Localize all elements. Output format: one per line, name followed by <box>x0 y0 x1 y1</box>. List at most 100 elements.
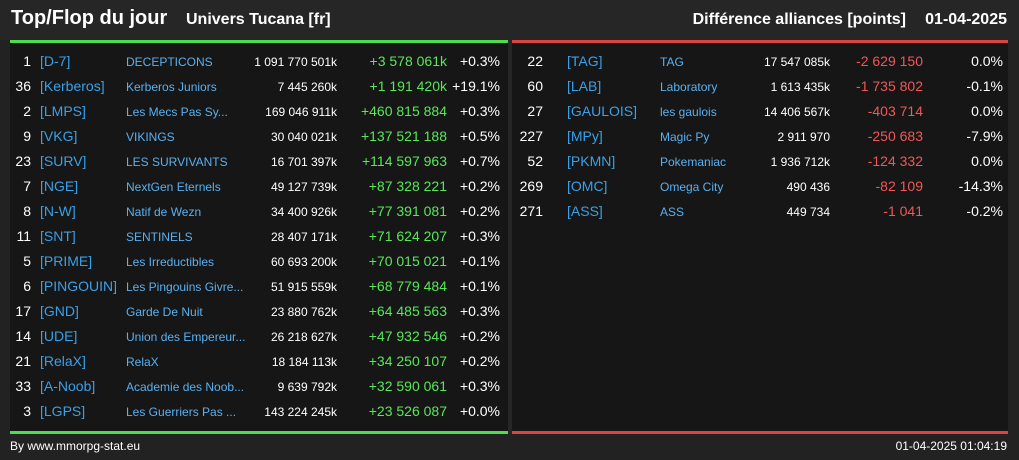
points-difference: +114 597 963 <box>362 153 447 169</box>
alliance-name[interactable]: RelaX <box>126 355 159 369</box>
alliance-tag[interactable]: [VKG] <box>40 128 78 144</box>
points-difference: +47 932 546 <box>368 328 447 344</box>
top-row: 8 [N-W] Natif de Wezn 34 400 926k +77 391 08… <box>10 199 508 224</box>
alliance-tag[interactable]: [LGPS] <box>40 403 86 419</box>
alliance-name[interactable]: Academie des Noob... <box>126 380 245 394</box>
percent-change: +0.0% <box>459 403 500 419</box>
alliance-tag[interactable]: [LMPS] <box>40 103 86 119</box>
top-row: 3 [LGPS] Les Guerriers Pas ... 143 224 245k… <box>10 399 508 424</box>
top-losers-panel: 22 [TAG] TAG 17 547 085k -2 629 150 0.0% 60 [LA… <box>512 40 1008 434</box>
alliance-name[interactable]: LES SURVIVANTS <box>126 155 228 169</box>
alliance-tag[interactable]: [GND] <box>40 303 79 319</box>
points-difference: +1 191 420k <box>369 78 447 94</box>
alliance-points: 169 046 911k <box>265 105 337 119</box>
alliance-name[interactable]: Les Guerriers Pas ... <box>126 405 237 419</box>
alliance-tag[interactable]: [RelaX] <box>40 353 86 369</box>
alliance-rank: 8 <box>23 203 31 219</box>
points-difference: -2 629 150 <box>856 53 923 69</box>
alliance-name[interactable]: Union des Empereur... <box>126 330 246 344</box>
alliance-tag[interactable]: [D-7] <box>40 53 71 69</box>
alliance-tag[interactable]: [PKMN] <box>567 153 616 169</box>
alliance-name[interactable]: Kerberos Juniors <box>126 80 217 94</box>
points-difference: +70 015 021 <box>368 253 447 269</box>
alliance-points: 449 734 <box>786 205 830 219</box>
percent-change: +0.1% <box>459 278 500 294</box>
points-difference: -1 041 <box>883 203 923 219</box>
generated-timestamp: 01-04-2025 01:04:19 <box>895 439 1007 453</box>
alliance-tag[interactable]: [PINGOUIN] <box>40 278 118 294</box>
alliance-tag[interactable]: [N-W] <box>40 203 76 219</box>
alliance-rank: 9 <box>23 128 31 144</box>
points-difference: +34 250 107 <box>368 353 447 369</box>
alliance-rank: 52 <box>527 153 543 169</box>
alliance-rank: 3 <box>23 403 31 419</box>
alliance-tag[interactable]: [SNT] <box>40 228 76 244</box>
percent-change: +0.2% <box>459 178 500 194</box>
top-row: 33 [A-Noob] Academie des Noob... 9 639 792k… <box>10 374 508 399</box>
alliance-tag[interactable]: [ASS] <box>567 203 603 219</box>
alliance-points: 26 218 627k <box>270 330 337 344</box>
alliance-tag[interactable]: [OMC] <box>567 178 608 194</box>
alliance-points: 51 915 559k <box>270 280 337 294</box>
alliance-rank: 27 <box>527 103 543 119</box>
alliance-rank: 227 <box>519 128 543 144</box>
alliance-name[interactable]: Les Mecs Pas Sy... <box>126 105 228 119</box>
alliance-name[interactable]: NextGen Eternels <box>126 180 221 194</box>
percent-change: +19.1% <box>452 78 500 94</box>
alliance-name[interactable]: Garde De Nuit <box>126 305 203 319</box>
alliance-name[interactable]: DECEPTICONS <box>126 55 213 69</box>
points-difference: -82 109 <box>875 178 923 194</box>
alliance-tag[interactable]: [NGE] <box>40 178 79 194</box>
alliance-points: 2 911 970 <box>777 130 831 144</box>
alliance-rank: 60 <box>527 78 543 94</box>
alliance-tag[interactable]: [LAB] <box>567 78 602 94</box>
top-row: 5 [PRIME] Les Irreductibles 60 693 200k +70 … <box>10 249 508 274</box>
alliance-tag[interactable]: [Kerberos] <box>40 78 105 94</box>
alliance-points: 16 701 397k <box>270 155 337 169</box>
alliance-tag[interactable]: [PRIME] <box>40 253 93 269</box>
percent-change: +0.3% <box>459 228 500 244</box>
points-difference: -1 735 802 <box>856 78 923 94</box>
percent-change: +0.3% <box>459 378 500 394</box>
alliance-points: 60 693 200k <box>270 255 337 269</box>
alliance-rank: 17 <box>15 303 31 319</box>
alliance-tag[interactable]: [TAG] <box>567 53 603 69</box>
alliance-rank: 11 <box>16 228 31 244</box>
percent-change: +0.3% <box>459 103 500 119</box>
percent-change: +0.2% <box>459 203 500 219</box>
header-bar: Top/Flop du jour Univers Tucana [fr] Dif… <box>0 0 1019 40</box>
alliance-rank: 6 <box>23 278 31 294</box>
alliance-tag[interactable]: [A-Noob] <box>40 378 96 394</box>
alliance-tag[interactable]: [GAULOIS] <box>567 103 638 119</box>
flop-row: 22 [TAG] TAG 17 547 085k -2 629 150 0.0% <box>512 49 1008 74</box>
alliance-points: 14 406 567k <box>763 105 830 119</box>
alliance-name[interactable]: VIKINGS <box>126 130 175 144</box>
points-difference: -403 714 <box>867 103 923 119</box>
alliance-points: 49 127 739k <box>270 180 337 194</box>
alliance-rank: 36 <box>15 78 31 94</box>
alliance-points: 1 613 435k <box>770 80 830 94</box>
alliance-name[interactable]: Les Irreductibles <box>126 255 215 269</box>
alliance-points: 18 184 113k <box>271 355 337 369</box>
percent-change: +0.7% <box>459 153 500 169</box>
percent-change: +0.1% <box>459 253 500 269</box>
points-difference: +460 815 884 <box>360 103 447 119</box>
percent-change: +0.3% <box>459 303 500 319</box>
alliance-points: 1 091 770 501k <box>254 55 337 69</box>
site-credit: By www.mmorpg-stat.eu <box>10 439 141 453</box>
alliance-points: 490 436 <box>786 180 830 194</box>
alliance-rank: 1 <box>23 53 31 69</box>
top-row: 14 [UDE] Union des Empereur... 26 218 627k +… <box>10 324 508 349</box>
points-difference: +137 521 188 <box>360 128 447 144</box>
alliance-name[interactable]: Natif de Wezn <box>126 205 202 219</box>
report-date: 01-04-2025 <box>925 11 1007 28</box>
alliance-points: 9 639 792k <box>277 380 337 394</box>
flop-row: 227 [MPy] Magic Py 2 911 970 -250 683 -7.9% <box>512 124 1008 149</box>
top-row: 2 [LMPS] Les Mecs Pas Sy... 169 046 911k +46… <box>10 99 508 124</box>
alliance-name[interactable]: SENTINELS <box>126 230 193 244</box>
alliance-tag[interactable]: [MPy] <box>567 128 603 144</box>
alliance-name[interactable]: Les Pingouins Givre... <box>126 280 244 294</box>
alliance-rank: 14 <box>15 328 31 344</box>
alliance-tag[interactable]: [SURV] <box>40 153 87 169</box>
alliance-tag[interactable]: [UDE] <box>40 328 78 344</box>
